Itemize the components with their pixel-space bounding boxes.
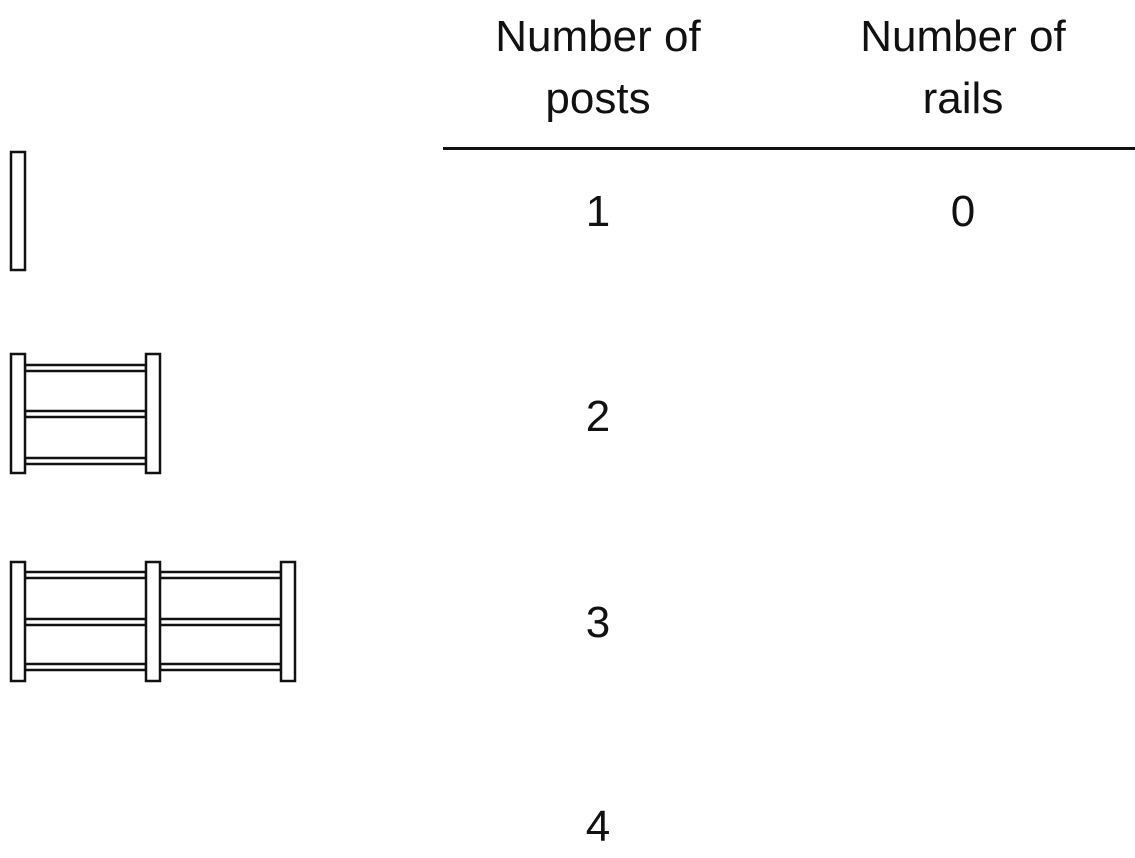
fence-drawings bbox=[9, 150, 297, 683]
rail bbox=[158, 570, 283, 580]
rail bbox=[23, 570, 148, 580]
rail bbox=[23, 617, 148, 627]
rail bbox=[23, 662, 148, 672]
column-header: Number of posts bbox=[495, 12, 701, 123]
rail bbox=[158, 662, 283, 672]
posts-cell: 3 bbox=[585, 598, 611, 647]
post bbox=[144, 560, 162, 683]
rails-cell: 0 bbox=[950, 187, 976, 236]
header-rule bbox=[443, 147, 1135, 150]
rail bbox=[23, 456, 148, 466]
posts-cell: 4 bbox=[585, 802, 611, 851]
column-header: Number of rails bbox=[860, 12, 1066, 123]
post bbox=[9, 352, 27, 475]
fence-one-post bbox=[9, 150, 27, 272]
fence-two-posts bbox=[9, 352, 162, 475]
post bbox=[9, 560, 27, 683]
fence-three-posts bbox=[9, 560, 297, 683]
post bbox=[279, 560, 297, 683]
rail bbox=[158, 617, 283, 627]
posts-cell: 2 bbox=[585, 392, 611, 441]
posts-cell: 1 bbox=[585, 187, 611, 236]
post bbox=[144, 352, 162, 475]
rail bbox=[23, 409, 148, 419]
rail bbox=[23, 363, 148, 373]
post bbox=[9, 150, 27, 272]
